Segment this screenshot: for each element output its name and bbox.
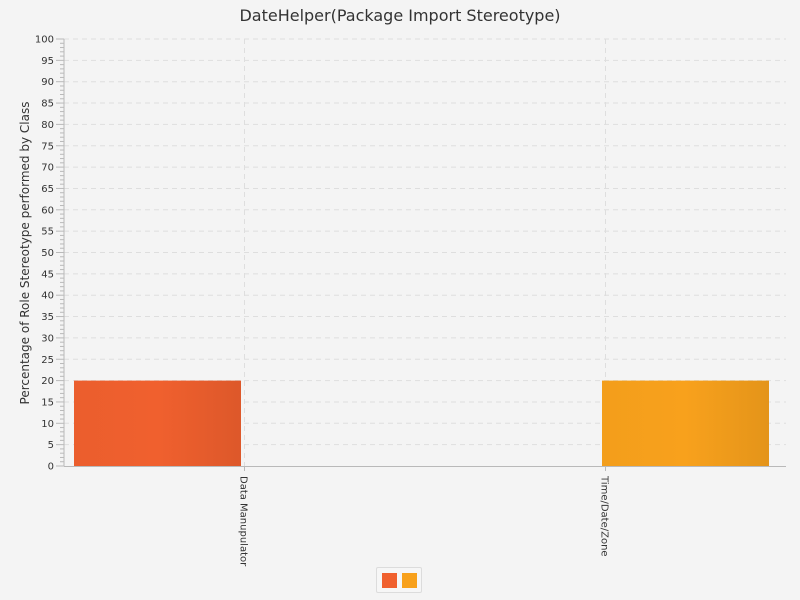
bar-2-2 <box>602 380 769 466</box>
y-tick-label: 80 <box>41 120 54 131</box>
y-tick-label: 85 <box>41 99 54 110</box>
y-tick-label: 55 <box>41 227 54 238</box>
y-tick-label: 100 <box>35 35 54 46</box>
y-tick-label: 40 <box>41 291 54 302</box>
bar-1-1 <box>74 380 241 466</box>
y-tick-label: 75 <box>41 141 54 152</box>
y-tick-label: 35 <box>41 312 54 323</box>
y-tick-label: 0 <box>48 462 54 473</box>
y-tick-label: 15 <box>41 397 54 408</box>
legend-swatch-series-1 <box>381 572 397 588</box>
y-tick-label: 25 <box>41 355 54 366</box>
y-tick-label: 10 <box>41 419 54 430</box>
y-tick-label: 50 <box>41 248 54 259</box>
legend-swatch-series-2 <box>401 572 417 588</box>
x-tick-label: Data Manupulator <box>238 476 249 567</box>
x-tick-label: Time/Date/Zone <box>599 475 610 557</box>
y-tick-label: 65 <box>41 184 54 195</box>
y-tick-label: 70 <box>41 163 54 174</box>
y-tick-label: 90 <box>41 77 54 88</box>
y-tick-label: 45 <box>41 269 54 280</box>
y-tick-label: 20 <box>41 376 54 387</box>
chart-title: DateHelper(Package Import Stereotype) <box>239 6 561 25</box>
legend <box>376 567 422 593</box>
y-tick-label: 30 <box>41 333 54 344</box>
y-tick-label: 60 <box>41 205 54 216</box>
y-tick-label: 5 <box>48 440 54 451</box>
y-tick-label: 95 <box>41 56 54 67</box>
